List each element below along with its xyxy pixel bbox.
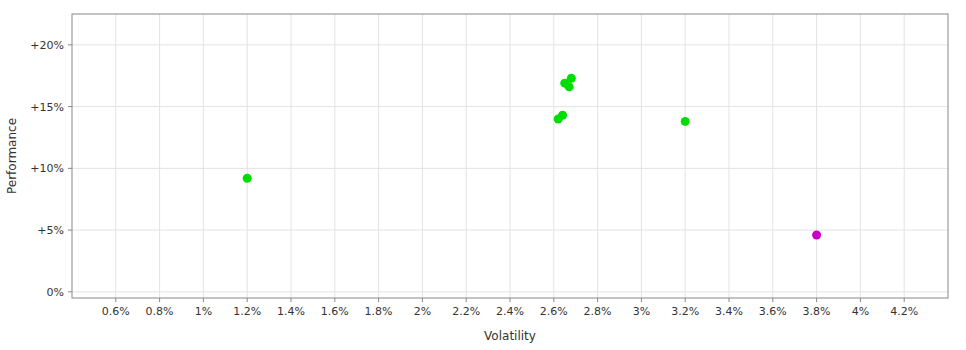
plot-background bbox=[72, 14, 948, 298]
tick-mark-x bbox=[641, 298, 642, 302]
tick-label-y: +5% bbox=[37, 224, 64, 237]
grid-line-x bbox=[685, 14, 686, 298]
tick-mark-x bbox=[378, 298, 379, 302]
grid bbox=[72, 14, 948, 298]
grid-line-x bbox=[422, 14, 423, 298]
tick-label-y: +20% bbox=[30, 39, 64, 52]
tick-mark-y bbox=[68, 168, 72, 169]
tick-mark-y bbox=[68, 291, 72, 292]
grid-line-x bbox=[378, 14, 379, 298]
tick-mark-x bbox=[159, 298, 160, 302]
grid-line-y bbox=[72, 106, 948, 107]
grid-line-x bbox=[510, 14, 511, 298]
tick-label-x: 1.6% bbox=[321, 305, 349, 318]
point bbox=[567, 74, 576, 83]
tick-label-x: 2.2% bbox=[452, 305, 480, 318]
grid-line-x bbox=[115, 14, 116, 298]
tick-mark-x bbox=[334, 298, 335, 302]
tick-label-x: 4.2% bbox=[890, 305, 918, 318]
grid-line-x bbox=[203, 14, 204, 298]
y-axis-label: Performance bbox=[5, 118, 19, 194]
tick-mark-y bbox=[68, 230, 72, 231]
tick-label-x: 2% bbox=[414, 305, 431, 318]
tick-mark-x bbox=[904, 298, 905, 302]
tick-mark-x bbox=[816, 298, 817, 302]
tick-mark-x bbox=[685, 298, 686, 302]
chart: 0.6% 0.8% 1% 1.2% 1.4% 1.6% 1.8% 2% 2.2% 2.4% 2.6%… bbox=[0, 0, 966, 350]
tick-label-x: 3.6% bbox=[759, 305, 787, 318]
tick-mark-x bbox=[203, 298, 204, 302]
grid-line-x bbox=[772, 14, 773, 298]
grid-line-x bbox=[729, 14, 730, 298]
tick-mark-y bbox=[68, 44, 72, 45]
tick-mark-x bbox=[115, 298, 116, 302]
tick-label-x: 0.8% bbox=[146, 305, 174, 318]
point bbox=[812, 231, 821, 240]
tick-mark-x bbox=[247, 298, 248, 302]
tick-label-x: 1.2% bbox=[233, 305, 261, 318]
page: {"chart_data": { "type": "scatter", "xla… bbox=[0, 0, 966, 350]
tick-label-x: 1.8% bbox=[365, 305, 393, 318]
tick-mark-x bbox=[553, 298, 554, 302]
tick-label-y: +10% bbox=[30, 162, 64, 175]
grid-line-x bbox=[466, 14, 467, 298]
tick-mark-x bbox=[860, 298, 861, 302]
grid-line-x bbox=[641, 14, 642, 298]
grid-line-x bbox=[860, 14, 861, 298]
tick-mark-x bbox=[597, 298, 598, 302]
tick-mark-x bbox=[729, 298, 730, 302]
grid-line-y bbox=[72, 168, 948, 169]
axes: 0.6% 0.8% 1% 1.2% 1.4% 1.6% 1.8% 2% 2.2% 2.4% 2.6%… bbox=[30, 39, 918, 318]
tick-label-x: 1.4% bbox=[277, 305, 305, 318]
grid-line-x bbox=[334, 14, 335, 298]
grid-line-y bbox=[72, 44, 948, 45]
tick-label-x: 2.8% bbox=[584, 305, 612, 318]
plot-frame bbox=[72, 14, 948, 298]
grid-line-x bbox=[904, 14, 905, 298]
grid-line-x bbox=[247, 14, 248, 298]
grid-line-x bbox=[816, 14, 817, 298]
tick-label-x: 1% bbox=[195, 305, 212, 318]
tick-label-x: 3% bbox=[633, 305, 650, 318]
series bbox=[243, 74, 690, 183]
tick-mark-y bbox=[68, 106, 72, 107]
tick-label-x: 0.6% bbox=[102, 305, 130, 318]
grid-line-x bbox=[159, 14, 160, 298]
tick-label-x: 3.8% bbox=[803, 305, 831, 318]
point bbox=[565, 82, 574, 91]
tick-mark-x bbox=[772, 298, 773, 302]
grid-line-y bbox=[72, 291, 948, 292]
x-axis-label: Volatility bbox=[484, 329, 536, 343]
point bbox=[243, 174, 252, 183]
grid-line-x bbox=[597, 14, 598, 298]
tick-label-y: +15% bbox=[30, 101, 64, 114]
series bbox=[812, 231, 821, 240]
tick-label-x: 2.6% bbox=[540, 305, 568, 318]
tick-label-x: 3.2% bbox=[671, 305, 699, 318]
tick-label-x: 3.4% bbox=[715, 305, 743, 318]
tick-mark-x bbox=[422, 298, 423, 302]
data-points bbox=[243, 74, 821, 240]
tick-mark-x bbox=[510, 298, 511, 302]
tick-label-y: 0% bbox=[47, 286, 64, 299]
tick-mark-x bbox=[291, 298, 292, 302]
grid-line-y bbox=[72, 230, 948, 231]
tick-label-x: 4% bbox=[852, 305, 869, 318]
point bbox=[681, 117, 690, 126]
point bbox=[554, 114, 563, 123]
tick-mark-x bbox=[466, 298, 467, 302]
grid-line-x bbox=[553, 14, 554, 298]
tick-label-x: 2.4% bbox=[496, 305, 524, 318]
grid-line-x bbox=[291, 14, 292, 298]
